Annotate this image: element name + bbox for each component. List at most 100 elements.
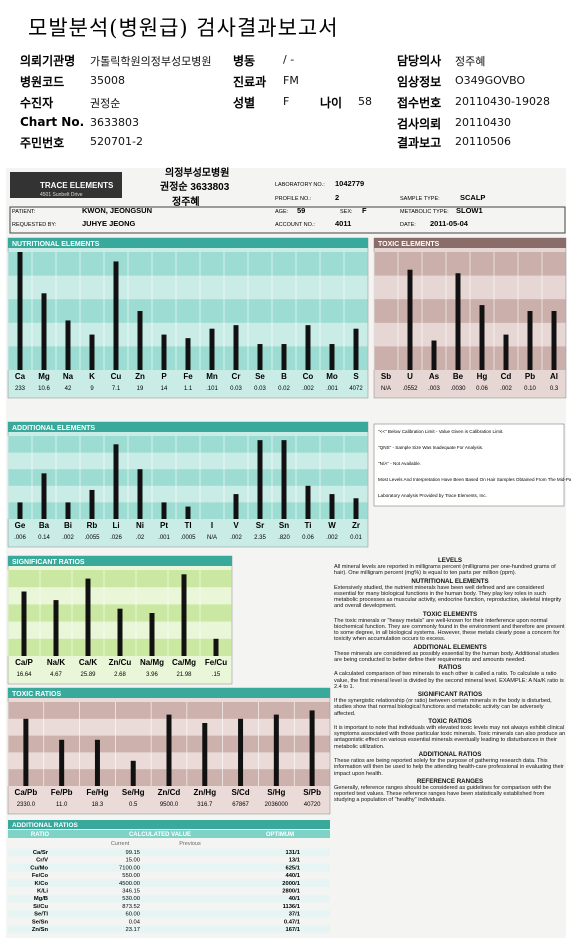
field-label: 성별 <box>233 96 256 110</box>
field-value: 정주혜 <box>455 55 486 68</box>
legend-text: "QNS" - Sample Size Was Inadequate For A… <box>378 445 483 450</box>
value-label: 21.98 <box>176 672 192 678</box>
ratio-value: 60.00 <box>125 912 140 918</box>
ratio-name: Si/Cu <box>33 904 48 910</box>
row-band <box>8 910 330 918</box>
category-label: V <box>233 521 239 530</box>
category-label: Ca/P <box>15 658 33 667</box>
bar <box>41 293 47 370</box>
category-label: Ni <box>136 521 144 530</box>
value-label: 233 <box>15 386 26 392</box>
category-label: S/Pb <box>303 788 321 797</box>
table-col-header <box>8 830 330 838</box>
subheader: Previous <box>179 841 201 847</box>
field-value: SLOW1 <box>456 206 483 215</box>
ratio-optimum: 2000/1 <box>282 881 301 887</box>
ratio-value: 23.17 <box>125 927 140 933</box>
field-label: 접수번호 <box>397 96 442 110</box>
field-label: 의뢰기관명 <box>20 54 76 68</box>
note-heading: LEVELS <box>437 557 463 564</box>
field-label: 검사의뢰 <box>397 117 442 131</box>
value-label: 0.02 <box>278 386 290 392</box>
category-label: Pt <box>160 521 168 530</box>
category-label: Mo <box>326 372 338 381</box>
value-label: 1.1 <box>184 386 193 392</box>
category-label: Zr <box>352 521 360 530</box>
panel-header <box>8 688 330 698</box>
category-label: Ba <box>39 521 50 530</box>
bar <box>137 469 143 519</box>
bar <box>185 506 191 519</box>
note-heading: ADDITIONAL RATIOS <box>418 750 482 758</box>
ratio-value: 15.00 <box>125 858 140 864</box>
category-label: Sb <box>381 372 391 381</box>
ratio-value: 530.00 <box>122 896 140 902</box>
value-label: 0.10 <box>524 386 536 392</box>
note-text: Extensively studied, the nutrient minera… <box>334 584 562 610</box>
panel-title: SIGNIFICANT RATIOS <box>12 559 85 566</box>
bar <box>305 325 311 370</box>
value-label: 40720 <box>304 802 321 808</box>
category-label: Cu <box>111 372 122 381</box>
ratio-optimum: 37/1 <box>289 912 301 918</box>
value-label: .02 <box>136 535 145 541</box>
note-text: It is important to note that individuals… <box>334 725 566 750</box>
legend-text: Most Levels And Interpretation Have Been… <box>378 477 571 482</box>
bar <box>273 714 279 786</box>
field-label: 나이 <box>320 96 343 110</box>
ratio-name: K/Co <box>34 881 48 887</box>
panel-title: TOXIC ELEMENTS <box>378 241 440 248</box>
value-label: .101 <box>206 386 218 392</box>
field-value: 3633803 <box>90 116 139 129</box>
logo: TRACE ELEMENTS <box>40 181 114 190</box>
field-label: 주민번호 <box>20 136 65 150</box>
value-label: 316.7 <box>197 802 213 808</box>
logo-box <box>10 172 122 198</box>
column-header: OPTIMUM <box>266 832 294 838</box>
value-label: 3.96 <box>146 672 158 678</box>
category-label: Sn <box>279 521 289 530</box>
bar <box>209 328 215 370</box>
row-band <box>8 894 330 903</box>
ratio-name: Zn/Sn <box>32 927 49 933</box>
field-label: PROFILE NO.: <box>275 196 312 202</box>
note-heading: SIGNIFICANT RATIOS <box>417 691 483 699</box>
handwritten: 의정부성모병원 <box>165 166 229 179</box>
field-value: 2 <box>335 193 339 202</box>
bar <box>89 334 95 370</box>
value-label: .002 <box>326 535 338 541</box>
bar <box>161 502 167 519</box>
note-text: These minerals are considered as possibl… <box>334 650 560 664</box>
value-label: .820 <box>278 535 290 541</box>
value-label: 2.35 <box>254 535 266 541</box>
range-band <box>8 702 330 719</box>
ratio-optimum: 0.47/1 <box>284 919 301 925</box>
field-label: 담당의사 <box>397 54 442 68</box>
category-label: Se/Hg <box>122 788 145 797</box>
category-label: Tl <box>184 521 191 530</box>
category-label: U <box>407 372 413 381</box>
bar <box>94 739 100 786</box>
category-label: W <box>328 521 336 530</box>
category-label: Ca/Pb <box>15 788 38 797</box>
category-label: Na <box>63 372 74 381</box>
value-label: 25.89 <box>80 672 96 678</box>
value-label: .002 <box>500 386 512 392</box>
handwritten: 권정순 3633803 <box>160 180 230 193</box>
panel-header <box>374 238 566 248</box>
bar <box>41 473 47 519</box>
field-label: 임상정보 <box>397 75 442 89</box>
table-header-bar <box>8 820 330 829</box>
bar <box>238 718 244 786</box>
field-value: SCALP <box>460 193 485 202</box>
bar <box>353 328 359 370</box>
column-header: CALCULATED VALUE <box>129 832 191 838</box>
field-value: FM <box>283 74 299 87</box>
ratio-optimum: 625/1 <box>285 865 300 871</box>
value-label: 67867 <box>232 802 249 808</box>
value-label: 0.14 <box>38 535 50 541</box>
bar <box>233 494 239 519</box>
ratio-name: Se/Tl <box>34 912 48 918</box>
field-value: F <box>362 206 367 215</box>
note-text: The toxic minerals or "heavy metals" are… <box>334 617 565 643</box>
